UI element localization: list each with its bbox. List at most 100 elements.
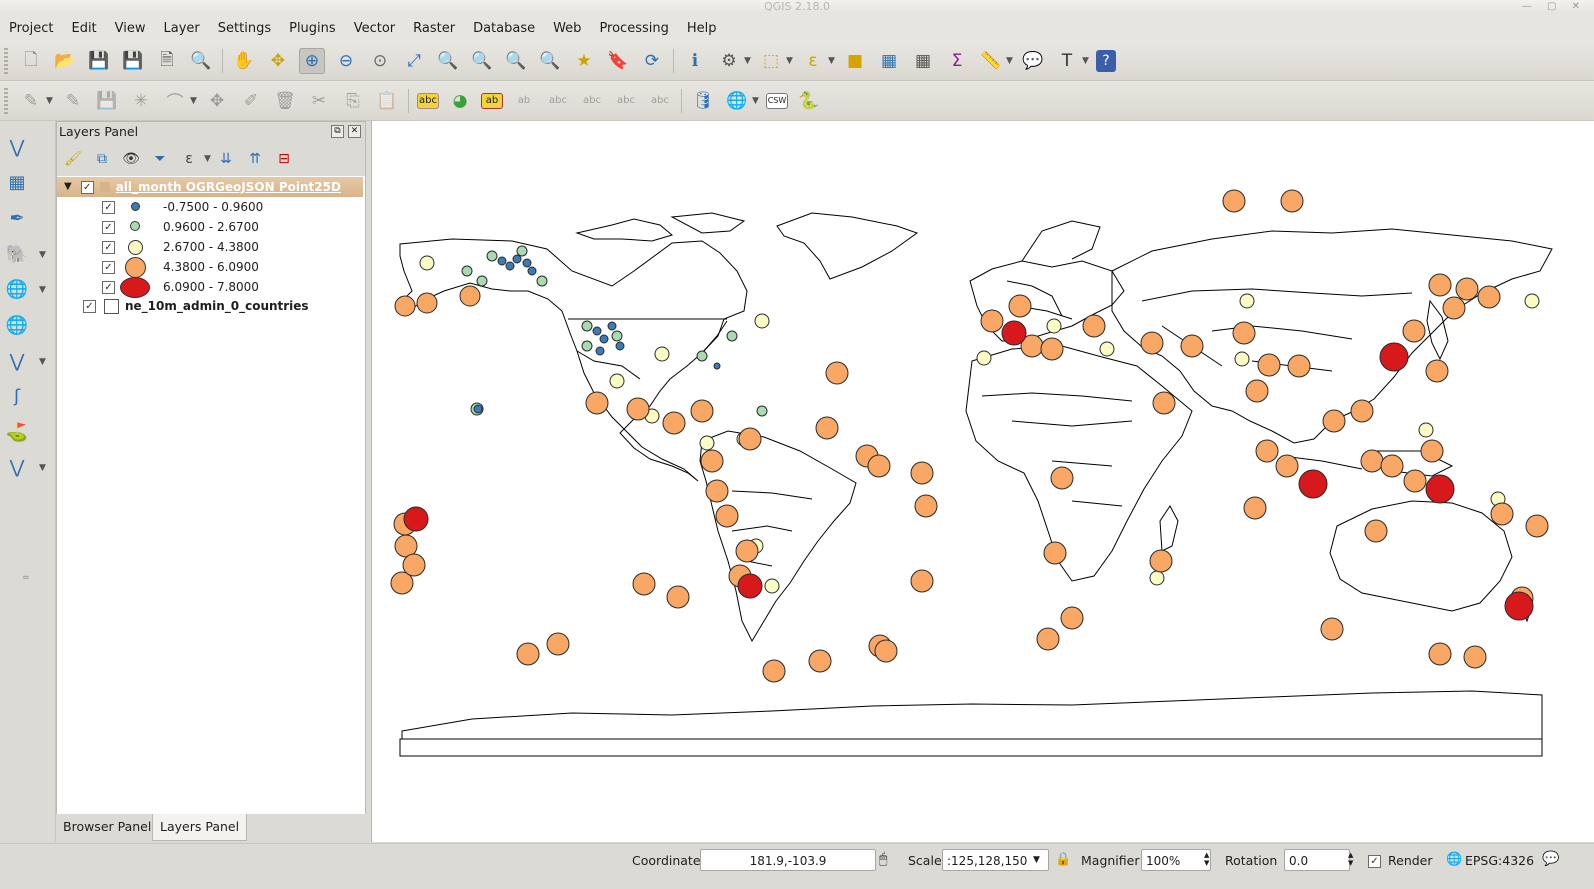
coordinate-field[interactable]: 181.9,-103.9 xyxy=(700,849,876,871)
zoom-native-icon[interactable]: ⊙ xyxy=(372,51,388,71)
window-controls[interactable]: — ▢ ✕ xyxy=(1521,1,1586,12)
menu-settings[interactable]: Settings xyxy=(217,20,272,36)
select-by-expression-icon[interactable]: ε xyxy=(808,51,818,71)
save-project-icon[interactable]: 💾 xyxy=(88,51,110,71)
toolbar-grip[interactable] xyxy=(4,87,8,114)
add-gpx-layer-icon[interactable]: ⛳ xyxy=(5,421,29,443)
new-project-icon[interactable]: 🗋 xyxy=(24,49,38,70)
map-svg[interactable] xyxy=(372,121,1594,842)
spinbox-arrows-icon[interactable]: ▲ ▼ xyxy=(1204,851,1210,867)
help-contents-icon[interactable]: ? xyxy=(1096,50,1116,72)
legend-class-row[interactable]: ✓ 0.9600 - 2.6700 xyxy=(57,217,259,237)
zoom-out-icon[interactable]: ⊖ xyxy=(338,51,354,71)
class-checkbox[interactable]: ✓ xyxy=(102,220,115,234)
identify-features-icon[interactable]: ℹ xyxy=(691,51,699,71)
select-features-icon[interactable]: ⬚ xyxy=(762,51,780,71)
magnifier-spinbox[interactable]: 100% xyxy=(1141,849,1211,871)
chevron-down-icon[interactable]: ▼ xyxy=(39,250,46,260)
layer-labeling-icon[interactable]: abc xyxy=(417,92,439,109)
chevron-down-icon[interactable]: ▼ xyxy=(1033,855,1040,865)
filter-legend-icon[interactable]: ⏷ xyxy=(154,151,166,167)
menu-help[interactable]: Help xyxy=(686,20,717,36)
chevron-down-icon[interactable]: ▼ xyxy=(190,95,197,106)
chevron-down-icon[interactable]: ▼ xyxy=(39,357,46,367)
map-canvas[interactable] xyxy=(371,121,1594,842)
save-layer-edits-icon[interactable]: 💾 xyxy=(96,90,118,111)
add-delimited-text-icon[interactable]: ✒ xyxy=(9,207,25,229)
show-hide-labels-icon[interactable]: abc xyxy=(549,95,567,106)
menu-processing[interactable]: Processing xyxy=(599,20,669,36)
open-layer-styling-icon[interactable]: 🖌 xyxy=(64,151,82,167)
current-edits-icon[interactable]: ✎ xyxy=(23,90,39,111)
menu-project[interactable]: Project xyxy=(9,20,54,36)
add-raster-layer-icon[interactable]: ▦ xyxy=(8,171,26,193)
zoom-next-icon[interactable]: 🔍 xyxy=(539,51,561,71)
measure-line-icon[interactable]: 📏 xyxy=(980,51,1002,71)
paste-features-icon[interactable]: 📋 xyxy=(376,90,398,111)
copy-features-icon[interactable]: ⎘ xyxy=(346,90,360,111)
rotation-spinbox[interactable]: 0.0 xyxy=(1284,849,1350,871)
open-field-calculator-icon[interactable]: ▦ xyxy=(914,51,932,71)
map-tips-icon[interactable]: 💬 xyxy=(1022,51,1044,71)
show-bookmarks-icon[interactable]: 🔖 xyxy=(607,51,629,71)
render-checkbox[interactable]: ✓ xyxy=(1368,855,1381,868)
zoom-last-icon[interactable]: 🔍 xyxy=(505,51,527,71)
toggle-editing-icon[interactable]: ✎ xyxy=(65,90,81,111)
legend-class-row[interactable]: ✓ 6.0900 - 7.8000 xyxy=(57,276,259,298)
legend-class-row[interactable]: ✓ 4.3800 - 6.0900 xyxy=(57,256,259,278)
legend-class-row[interactable]: ✓ 2.6700 - 4.3800 xyxy=(57,237,259,257)
class-checkbox[interactable]: ✓ xyxy=(102,280,115,294)
collapse-all-icon[interactable]: ⇈ xyxy=(249,151,261,167)
highlight-pinned-labels-icon[interactable]: ab xyxy=(481,92,503,109)
new-bookmark-icon[interactable]: ★ xyxy=(576,51,592,71)
zoom-to-selection-icon[interactable]: 🔍 xyxy=(437,51,459,71)
class-checkbox[interactable]: ✓ xyxy=(102,240,115,254)
expand-all-icon[interactable]: ⇊ xyxy=(220,151,232,167)
menu-plugins[interactable]: Plugins xyxy=(289,20,336,36)
move-feature-icon[interactable]: ✥ xyxy=(209,90,225,111)
pin-labels-icon[interactable]: ab xyxy=(517,95,531,106)
chevron-down-icon[interactable]: ▼ xyxy=(204,154,211,164)
cut-features-icon[interactable]: ✂ xyxy=(311,90,327,111)
menu-raster[interactable]: Raster xyxy=(413,20,456,36)
python-console-icon[interactable]: 🐍 xyxy=(798,90,820,111)
add-feature-icon[interactable]: ✳ xyxy=(133,90,149,111)
toggle-extents-icon[interactable]: 🖱 xyxy=(879,851,888,867)
change-label-icon[interactable]: abc xyxy=(651,95,669,106)
composer-manager-icon[interactable]: 🔍 xyxy=(190,51,212,71)
add-vector-layer-icon[interactable]: ⋁ xyxy=(9,136,25,158)
add-virtual-layer-icon[interactable]: ʃ xyxy=(13,385,21,407)
save-as-icon[interactable]: 💾 xyxy=(122,51,144,71)
menu-database[interactable]: Database xyxy=(473,20,536,36)
pan-to-selection-icon[interactable]: ✥ xyxy=(270,51,286,71)
menu-vector[interactable]: Vector xyxy=(353,20,396,36)
layer-tree-item-countries[interactable]: ✓ ne_10m_admin_0_countries xyxy=(57,296,309,316)
metasearch-icon[interactable]: 🌐 xyxy=(726,90,748,111)
zoom-in-icon[interactable]: ⊕ xyxy=(299,48,325,74)
chevron-down-icon[interactable]: ▼ xyxy=(828,56,835,66)
remove-layer-icon[interactable]: ⊟ xyxy=(278,151,290,167)
add-circular-string-icon[interactable]: ⌒ xyxy=(166,93,184,113)
add-wms-layer-icon[interactable]: 🌐 xyxy=(5,278,29,300)
deselect-features-icon[interactable]: ■ xyxy=(846,51,864,71)
zoom-to-layer-icon[interactable]: 🔍 xyxy=(471,51,493,71)
toolbar-grip[interactable]: = xyxy=(22,573,30,583)
new-shapefile-layer-icon[interactable]: ⋁ xyxy=(9,350,25,372)
pan-icon[interactable]: ✋ xyxy=(233,51,255,71)
crs-label[interactable]: EPSG:4326 xyxy=(1465,853,1535,868)
chevron-down-icon[interactable]: ▼ xyxy=(46,95,53,106)
add-group-icon[interactable]: ⧉ xyxy=(97,151,107,167)
globe-icon[interactable]: 🌐 xyxy=(1446,852,1463,867)
spinbox-arrows-icon[interactable]: ▲ ▼ xyxy=(1348,851,1354,867)
open-attribute-table-icon[interactable]: ▦ xyxy=(880,51,898,71)
layer-visibility-checkbox[interactable]: ✓ xyxy=(80,180,94,194)
tab-browser-panel[interactable]: Browser Panel xyxy=(63,819,152,834)
csw-icon[interactable]: CSW xyxy=(766,92,788,109)
move-label-icon[interactable]: abc xyxy=(583,95,601,106)
refresh-icon[interactable]: ⟳ xyxy=(644,51,660,71)
text-annotation-icon[interactable]: T xyxy=(1061,51,1073,71)
menu-edit[interactable]: Edit xyxy=(71,20,97,36)
db-manager-icon[interactable]: 🛢 xyxy=(692,90,714,111)
tab-layers-panel[interactable]: Layers Panel xyxy=(152,814,248,841)
close-panel-button[interactable]: ✕ xyxy=(348,125,361,138)
